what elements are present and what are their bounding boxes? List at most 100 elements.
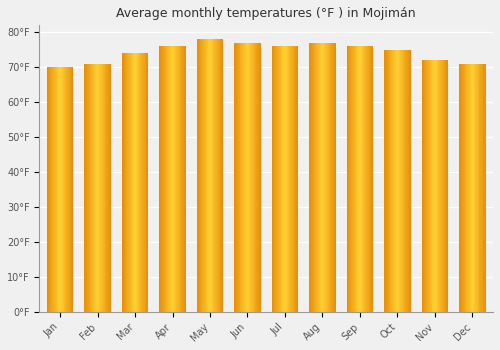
Bar [122, 53, 123, 312]
Bar [348, 46, 350, 312]
Bar [257, 43, 258, 312]
Bar [317, 43, 318, 312]
Bar [366, 46, 367, 312]
Bar [68, 67, 69, 312]
Bar [347, 46, 348, 312]
Bar [395, 50, 396, 312]
Bar [142, 53, 143, 312]
Bar [93, 64, 94, 312]
Bar [466, 64, 467, 312]
Bar [478, 64, 480, 312]
Bar [86, 64, 87, 312]
Bar [462, 64, 463, 312]
Bar [279, 46, 280, 312]
Bar [175, 46, 176, 312]
Bar [314, 43, 316, 312]
Bar [297, 46, 298, 312]
Bar [280, 46, 281, 312]
Bar [172, 46, 174, 312]
Bar [393, 50, 394, 312]
Bar [310, 43, 311, 312]
Bar [208, 39, 209, 312]
Bar [436, 60, 438, 312]
Bar [237, 43, 238, 312]
Bar [140, 53, 141, 312]
Bar [66, 67, 67, 312]
Bar [443, 60, 444, 312]
Bar [141, 53, 142, 312]
Bar [361, 46, 362, 312]
Bar [277, 46, 278, 312]
Bar [400, 50, 401, 312]
Bar [480, 64, 481, 312]
Bar [311, 43, 312, 312]
Bar [146, 53, 148, 312]
Bar [483, 64, 484, 312]
Bar [285, 46, 286, 312]
Bar [53, 67, 54, 312]
Bar [107, 64, 108, 312]
Bar [468, 64, 469, 312]
Bar [137, 53, 138, 312]
Bar [69, 67, 70, 312]
Bar [106, 64, 107, 312]
Bar [104, 64, 106, 312]
Bar [235, 43, 236, 312]
Bar [408, 50, 409, 312]
Bar [274, 46, 276, 312]
Bar [286, 46, 288, 312]
Bar [109, 64, 110, 312]
Bar [164, 46, 166, 312]
Bar [328, 43, 330, 312]
Bar [198, 39, 200, 312]
Bar [95, 64, 96, 312]
Bar [124, 53, 126, 312]
Bar [319, 43, 320, 312]
Bar [474, 64, 475, 312]
Bar [332, 43, 333, 312]
Bar [484, 64, 486, 312]
Bar [463, 64, 464, 312]
Bar [392, 50, 393, 312]
Bar [94, 64, 95, 312]
Bar [352, 46, 353, 312]
Bar [50, 67, 51, 312]
Bar [211, 39, 212, 312]
Bar [354, 46, 356, 312]
Bar [126, 53, 127, 312]
Bar [293, 46, 294, 312]
Bar [365, 46, 366, 312]
Bar [123, 53, 124, 312]
Bar [444, 60, 446, 312]
Bar [368, 46, 370, 312]
Bar [90, 64, 92, 312]
Bar [409, 50, 410, 312]
Bar [276, 46, 277, 312]
Bar [210, 39, 211, 312]
Bar [206, 39, 208, 312]
Bar [434, 60, 435, 312]
Bar [70, 67, 72, 312]
Bar [130, 53, 132, 312]
Bar [278, 46, 279, 312]
Bar [184, 46, 185, 312]
Bar [407, 50, 408, 312]
Bar [242, 43, 243, 312]
Bar [135, 53, 136, 312]
Bar [461, 64, 462, 312]
Bar [326, 43, 327, 312]
Bar [367, 46, 368, 312]
Bar [482, 64, 483, 312]
Bar [296, 46, 297, 312]
Bar [316, 43, 317, 312]
Bar [169, 46, 170, 312]
Bar [327, 43, 328, 312]
Bar [205, 39, 206, 312]
Bar [161, 46, 162, 312]
Bar [331, 43, 332, 312]
Bar [322, 43, 324, 312]
Bar [384, 50, 385, 312]
Bar [103, 64, 104, 312]
Bar [100, 64, 101, 312]
Bar [283, 46, 284, 312]
